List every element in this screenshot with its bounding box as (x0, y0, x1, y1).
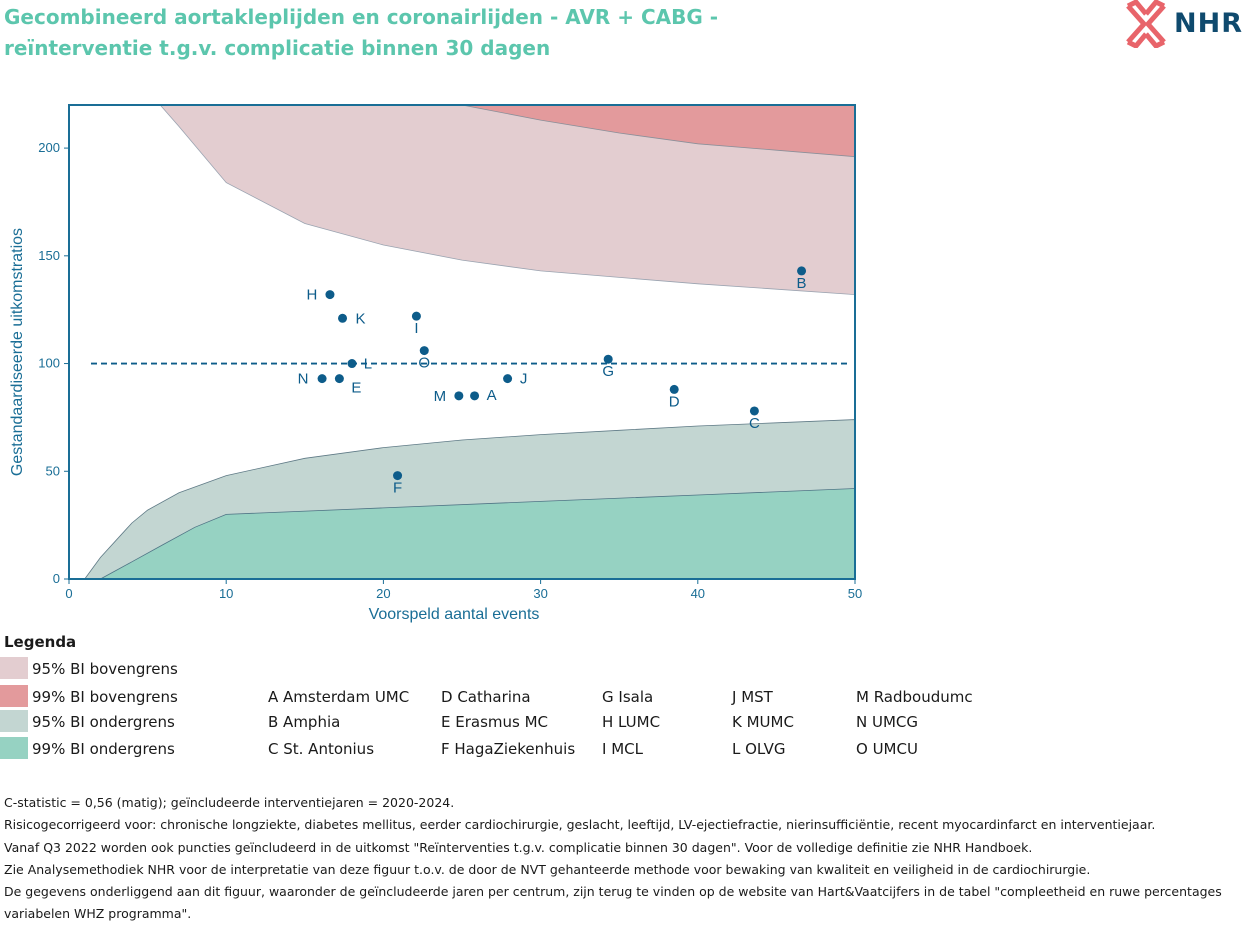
point-label-i: I (414, 320, 418, 337)
center-a: A Amsterdam UMC (268, 688, 410, 706)
point-label-k: K (356, 310, 366, 327)
point-d (669, 384, 679, 394)
plot-frame (68, 104, 856, 580)
point-a (470, 391, 480, 401)
center-k: K MUMC (732, 713, 794, 731)
point-o (419, 346, 429, 356)
center-n: N UMCG (856, 713, 919, 731)
point-label-o: O (418, 355, 430, 372)
point-label-g: G (602, 363, 614, 380)
x-tick-label-40: 40 (691, 586, 705, 601)
point-f (393, 471, 403, 481)
center-d: D Catharina (441, 688, 531, 706)
center-l: L OLVG (732, 740, 786, 758)
x-tick-label-0: 0 (65, 586, 72, 601)
center-i: I MCL (602, 740, 643, 758)
x-tick-label-30: 30 (533, 586, 547, 601)
point-label-c: C (749, 415, 760, 432)
note-data-source: De gegevens onderliggend aan dit figuur,… (4, 884, 1222, 922)
point-m (454, 391, 464, 401)
x-tick-label-20: 20 (376, 586, 390, 601)
point-b (797, 266, 807, 276)
point-k (338, 313, 348, 323)
point-h (325, 290, 335, 300)
legend-swatch-lower95 (0, 710, 28, 732)
footnotes: C-statistic = 0,56 (matig); geïncludeerd… (4, 792, 1242, 926)
legend-label-upper95: 95% BI bovengrens (32, 660, 178, 678)
point-label-f: F (393, 480, 402, 497)
legend-swatch-lower99 (0, 737, 28, 759)
y-tick-label-200: 200 (38, 140, 60, 155)
point-n (317, 374, 327, 384)
y-tick-label-100: 100 (38, 356, 60, 371)
center-j: J MST (732, 688, 773, 706)
point-label-a: A (487, 387, 497, 404)
center-f: F HagaZiekenhuis (441, 740, 576, 758)
center-m: M Radboudumc (856, 688, 973, 706)
y-tick-label-50: 50 (46, 463, 60, 478)
center-h: H LUMC (602, 713, 661, 731)
legend-title: Legenda (4, 633, 77, 651)
nhr-logo: NHR (1120, 0, 1246, 50)
legend-swatch-upper95 (0, 657, 28, 679)
note-risk-adjustment: Risicogecorrigeerd voor: chronische long… (4, 817, 1156, 833)
center-b: B Amphia (268, 713, 341, 731)
point-i (411, 311, 421, 321)
y-tick-label-150: 150 (38, 248, 60, 263)
scatter-chart: 0 10 20 30 40 50 0 50 100 150 200 Voorspeld aantal … (9, 104, 862, 623)
note-methodology: Zie Analysemethodiek NHR voor de interpr… (4, 861, 1091, 877)
point-j (503, 374, 513, 384)
legend-swatch-upper99 (0, 685, 28, 707)
point-label-n: N (298, 371, 309, 388)
chart-title: Gecombineerd aortakleplijden en coronair… (4, 2, 718, 64)
center-g: G Isala (602, 688, 654, 706)
point-label-h: H (307, 287, 318, 304)
point-label-m: M (434, 388, 447, 405)
center-o: O UMCU (856, 740, 918, 758)
point-label-d: D (669, 393, 680, 410)
title-line-2: reïnterventie t.g.v. complicatie binnen … (4, 36, 551, 60)
note-definition: Vanaf Q3 2022 worden ook puncties geïncl… (4, 839, 1033, 855)
point-c (749, 406, 759, 416)
legend-label-lower99: 99% BI ondergrens (32, 740, 175, 758)
y-tick-label-0: 0 (53, 571, 60, 586)
center-e: E Erasmus MC (441, 713, 549, 731)
note-c-statistic: C-statistic = 0,56 (matig); geïncludeerd… (4, 795, 455, 810)
center-c: C St. Antonius (268, 740, 375, 758)
point-e (334, 374, 344, 384)
title-line-1: Gecombineerd aortakleplijden en coronair… (4, 5, 719, 29)
x-tick-label-50: 50 (848, 586, 862, 601)
legend-label-lower95: 95% BI ondergrens (32, 713, 175, 731)
nhr-logo-text: NHR (1174, 8, 1243, 39)
point-g (603, 354, 613, 364)
x-axis-label: Voorspeld aantal events (369, 606, 540, 623)
y-axis-label: Gestandaardiseerde uitkomstratios (9, 228, 26, 476)
point-label-b: B (797, 275, 807, 292)
point-label-e: E (351, 380, 361, 397)
legend-label-upper99: 99% BI bovengrens (32, 688, 178, 706)
point-l (347, 359, 357, 369)
point-label-j: J (520, 371, 528, 388)
x-tick-label-10: 10 (219, 586, 233, 601)
point-label-l: L (364, 356, 372, 373)
nhr-logo-mark (1126, 0, 1166, 50)
